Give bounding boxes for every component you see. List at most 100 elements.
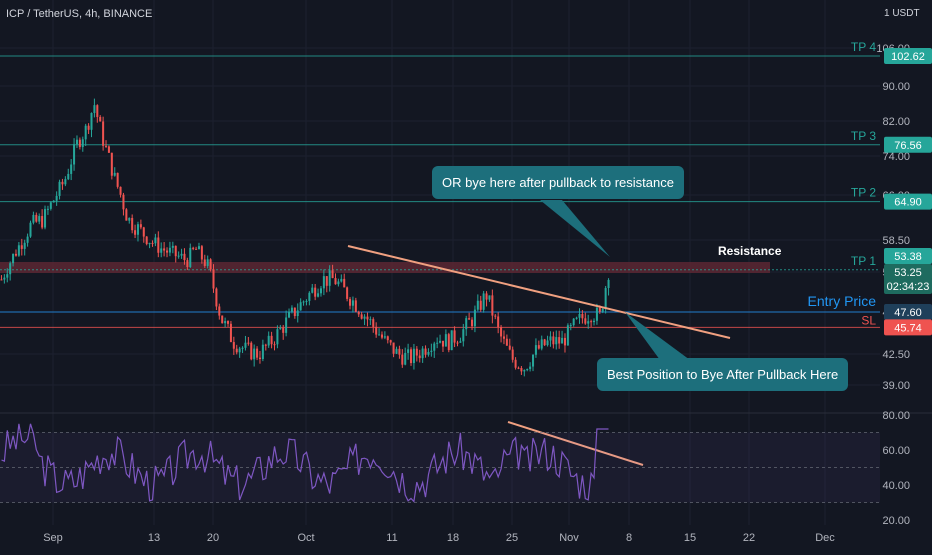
price-label-box [884,136,932,153]
candle-body [250,342,253,360]
price-label-text: 76.56 [894,140,922,152]
candle-body [436,342,439,344]
candle-body [491,295,494,316]
candle-body [441,340,444,347]
candle-body [433,343,436,351]
candle-body [410,349,413,364]
callout-bottom: Best Position to Bye After Pullback Here [597,358,849,391]
candle-body [238,348,241,353]
candle-body [407,349,410,353]
candle-body [49,202,52,209]
candle-body [78,139,81,148]
candle-body [221,315,224,324]
candle-body [308,292,311,301]
candle-body [125,209,128,221]
candle-body [424,348,427,355]
price-label-box [884,319,932,336]
resistance-label: Resistance [718,244,782,258]
rsi-y-tick-label: 40.00 [882,480,910,492]
price-label-text: 45.74 [894,322,922,334]
candle-body [351,300,354,306]
candle-body [267,335,270,346]
candle-body [64,179,67,185]
price-label-text: 53.25 [894,267,922,279]
candle-body [206,259,209,266]
price-label: 64.90 [884,193,932,210]
candle-body [346,287,349,299]
candle-body [290,307,293,312]
candle-body [439,340,442,343]
candle-body [465,318,468,330]
candle-body [412,348,415,364]
candle-body [590,321,593,323]
candle-body [549,336,552,341]
rsi-trendline [507,421,644,466]
candle-body [325,276,328,286]
candle-body [566,325,569,346]
candle-body [186,260,189,267]
candle-body [561,337,564,344]
candle-body [357,311,360,315]
candle-body [401,354,404,365]
price-label-box [884,264,932,280]
candle-body [151,242,154,244]
candle-body [105,145,108,147]
candle-body [46,208,49,210]
candle-body [526,369,529,371]
candle-body [427,351,430,355]
candle-body [395,348,398,354]
level-label: TP 4 [851,40,876,54]
x-tick-label: 8 [626,532,632,544]
candle-body [392,342,395,354]
candle-body [363,316,366,319]
price-label-text: 53.38 [894,251,922,263]
candle-body [197,246,200,250]
candle-body [540,339,543,349]
candle-body [90,112,93,130]
candle-body [3,277,6,280]
candle-body [145,236,148,245]
level-label: TP 1 [851,254,876,268]
candle-body [261,344,264,360]
rsi-pane [0,412,932,503]
axes: 106.0090.0082.0074.0066.0058.5053.0047.6… [43,43,932,544]
candle-body [180,253,183,256]
candle-body [14,253,17,256]
candle-body [183,253,186,261]
candle-body [485,293,488,300]
candle-body [305,300,308,302]
candle-body [456,342,459,344]
candle-body [6,274,9,278]
candle-body [494,315,497,317]
currency-label[interactable]: 1 USDT [884,8,920,19]
candle-body [319,288,322,294]
candle-body [218,306,221,316]
candle-body [264,344,267,346]
candle-body [471,319,474,327]
candle-body [0,279,3,281]
y-tick-label: 90.00 [882,81,910,93]
candle-body [578,313,581,318]
candle-body [160,248,163,253]
candle-body [171,245,174,248]
level-label: SL [861,313,876,327]
candle-body [192,247,195,249]
level-label: TP 2 [851,186,876,200]
candle-body [514,359,517,368]
candle-body [29,222,32,237]
candle-body [543,339,546,346]
price-label: 45.74 [884,319,932,336]
candle-body [296,310,299,317]
trendlines [347,200,731,466]
candle-body [232,342,235,349]
candle-body [168,247,171,253]
candle-body [148,242,151,245]
x-tick-label: 22 [743,532,755,544]
candle-body [122,194,125,210]
candle-body [276,329,279,345]
candle-body [235,348,238,353]
candle-body [468,318,471,320]
price-levels: Resistance TP 4 TP 3 TP 2 TP 1 Entry Price SL [0,40,880,328]
